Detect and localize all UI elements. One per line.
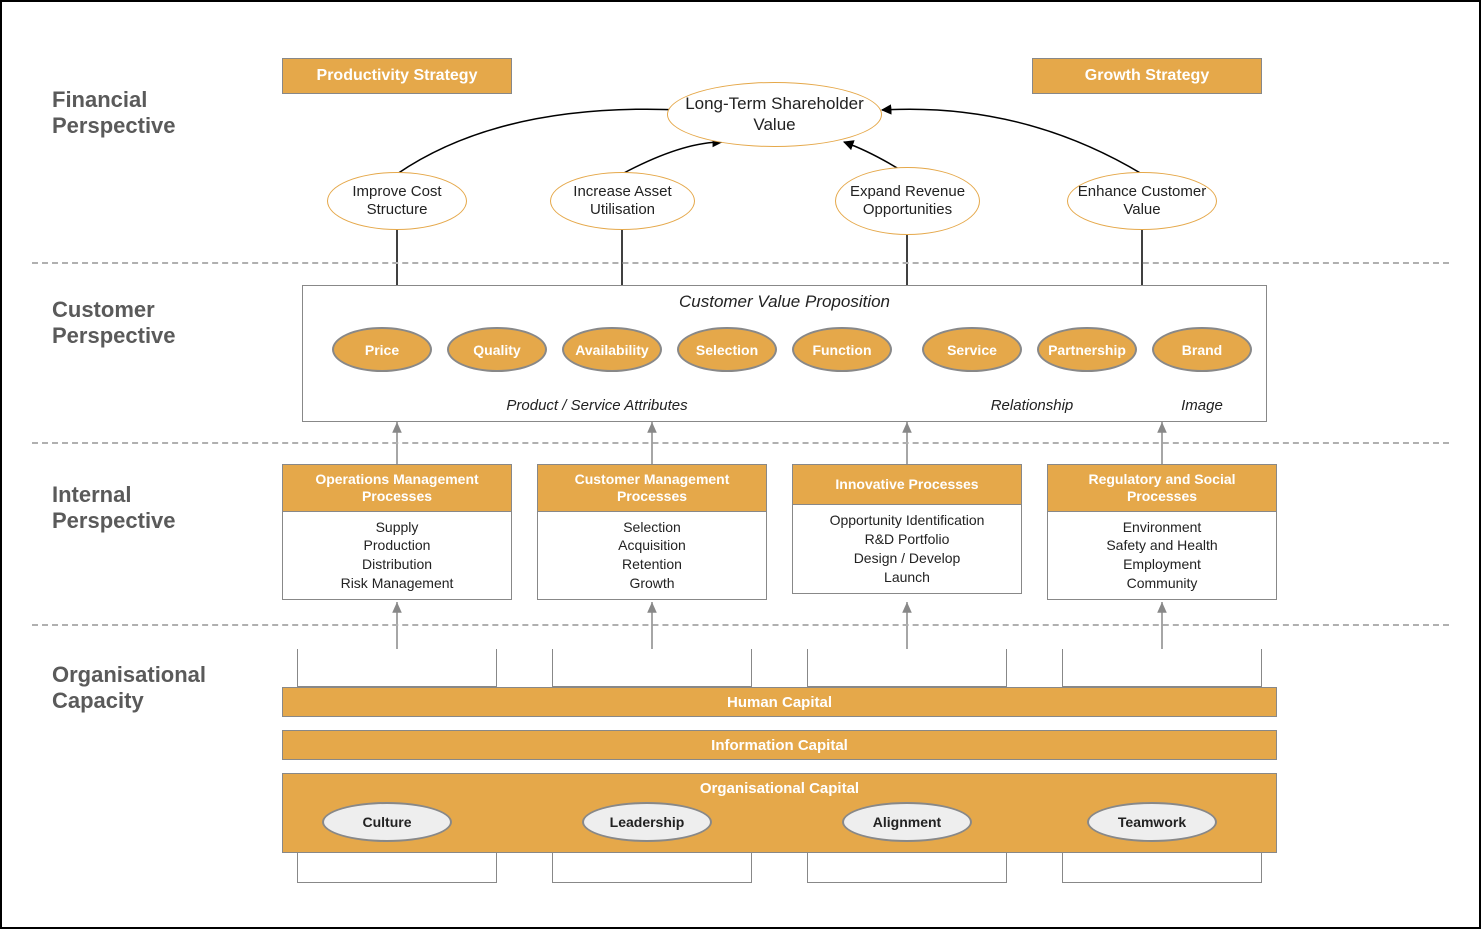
- cvp-item-3: Selection: [677, 327, 777, 372]
- process-header-0: Operations Management Processes: [283, 465, 511, 512]
- divider-2: [32, 442, 1449, 444]
- sublabel-relationship: Relationship: [962, 397, 1102, 414]
- cvp-item-6: Partnership: [1037, 327, 1137, 372]
- long-term-value-ellipse: Long-Term Shareholder Value: [667, 82, 882, 147]
- bracket-top-3: [1062, 649, 1262, 687]
- fin-ellipse-1: Increase Asset Utilisation: [550, 172, 695, 230]
- bracket-bottom-1: [552, 853, 752, 883]
- cvp-item-1: Quality: [447, 327, 547, 372]
- cvp-item-0: Price: [332, 327, 432, 372]
- fin-ellipse-2: Expand Revenue Opportunities: [835, 167, 980, 235]
- label-organisational: Organisational Capacity: [52, 662, 252, 715]
- label-financial: Financial Perspective: [52, 87, 232, 140]
- bracket-top-2: [807, 649, 1007, 687]
- divider-3: [32, 624, 1449, 626]
- bracket-bottom-2: [807, 853, 1007, 883]
- human-capital-bar: Human Capital: [282, 687, 1277, 717]
- cvp-title: Customer Value Proposition: [302, 292, 1267, 312]
- process-body-2: Opportunity Identification R&D Portfolio…: [793, 505, 1021, 593]
- sublabel-attributes: Product / Service Attributes: [447, 397, 747, 414]
- bracket-bottom-0: [297, 853, 497, 883]
- process-header-1: Customer Management Processes: [538, 465, 766, 512]
- process-header-3: Regulatory and Social Processes: [1048, 465, 1276, 512]
- bracket-top-0: [297, 649, 497, 687]
- process-box-0: Operations Management Processes Supply P…: [282, 464, 512, 600]
- process-body-1: Selection Acquisition Retention Growth: [538, 512, 766, 600]
- label-customer: Customer Perspective: [52, 297, 232, 350]
- cvp-item-2: Availability: [562, 327, 662, 372]
- process-header-2: Innovative Processes: [793, 465, 1021, 505]
- fin-ellipse-3: Enhance Customer Value: [1067, 172, 1217, 230]
- process-box-1: Customer Management Processes Selection …: [537, 464, 767, 600]
- org-ellipse-1: Leadership: [582, 802, 712, 842]
- divider-1: [32, 262, 1449, 264]
- sublabel-image: Image: [1152, 397, 1252, 414]
- org-ellipse-2: Alignment: [842, 802, 972, 842]
- process-body-0: Supply Production Distribution Risk Mana…: [283, 512, 511, 600]
- growth-strategy-box: Growth Strategy: [1032, 58, 1262, 94]
- cvp-item-7: Brand: [1152, 327, 1252, 372]
- bracket-top-1: [552, 649, 752, 687]
- process-body-3: Environment Safety and Health Employment…: [1048, 512, 1276, 600]
- bracket-bottom-3: [1062, 853, 1262, 883]
- process-box-3: Regulatory and Social Processes Environm…: [1047, 464, 1277, 600]
- productivity-strategy-box: Productivity Strategy: [282, 58, 512, 94]
- org-ellipse-0: Culture: [322, 802, 452, 842]
- label-internal: Internal Perspective: [52, 482, 232, 535]
- cvp-item-4: Function: [792, 327, 892, 372]
- fin-ellipse-0: Improve Cost Structure: [327, 172, 467, 230]
- org-ellipse-3: Teamwork: [1087, 802, 1217, 842]
- strategy-map-diagram: Financial Perspective Customer Perspecti…: [0, 0, 1481, 929]
- process-box-2: Innovative Processes Opportunity Identif…: [792, 464, 1022, 594]
- information-capital-bar: Information Capital: [282, 730, 1277, 760]
- cvp-item-5: Service: [922, 327, 1022, 372]
